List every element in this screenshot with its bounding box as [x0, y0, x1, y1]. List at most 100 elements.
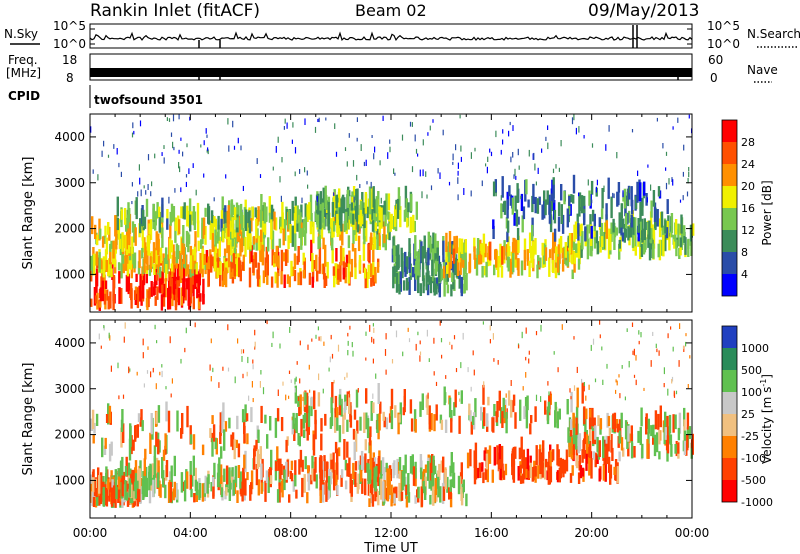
power-echo-cell [192, 296, 195, 310]
velocity-echo-cell [92, 477, 95, 493]
power-echo-cell [395, 273, 399, 293]
velocity-echo-cell [381, 457, 385, 475]
power-echo-cell [244, 209, 248, 231]
power-echo-cell [404, 208, 408, 218]
power-echo-cell [90, 298, 93, 307]
power-echo-cell [312, 260, 316, 269]
power-echo-cell [489, 241, 492, 261]
velocity-colorbar-frame [721, 325, 738, 503]
power-echo-cell [492, 219, 495, 229]
power-echo-cell [440, 268, 444, 281]
velocity-echo-cell [271, 342, 273, 347]
power-echo-cell [428, 275, 431, 285]
power-echo-cell [143, 185, 145, 189]
velocity-echo-cell [276, 446, 279, 463]
power-echo-cell [275, 146, 277, 153]
velocity-echo-cell [350, 479, 353, 497]
power-echo-cell [100, 259, 103, 270]
velocity-echo-cell [433, 414, 436, 432]
velocity-echo-cell [388, 413, 392, 423]
power-echo-cell [613, 232, 616, 250]
velocity-echo-cell [250, 407, 253, 423]
velocity-echo-cell [585, 434, 589, 454]
velocity-echo-cell [137, 413, 141, 423]
velocity-echo-cell [451, 344, 453, 350]
power-colorbar-segment [722, 208, 737, 230]
power-echo-cell [121, 252, 125, 264]
power-echo-cell [140, 290, 143, 306]
velocity-echo-cell [344, 376, 346, 380]
velocity-echo-cell [211, 415, 214, 424]
velocity-echo-cell [227, 324, 229, 331]
velocity-echo-cell [295, 376, 297, 382]
velocity-echo-cell [512, 446, 516, 466]
velocity-echo-cell [645, 417, 648, 435]
power-echo-cell [304, 167, 306, 173]
velocity-echo-cell [426, 394, 429, 415]
power-echo-cell [210, 254, 213, 273]
power-echo-cell [293, 213, 297, 234]
velocity-echo-cell [371, 336, 373, 343]
power-echo-cell [593, 225, 596, 239]
velocity-echo-cell [529, 462, 533, 478]
velocity-echo-cell [98, 333, 100, 340]
power-echo-cell [359, 209, 362, 227]
velocity-echo-cell [213, 462, 216, 480]
power-echo-cell [688, 171, 690, 178]
velocity-echo-cell [256, 449, 260, 469]
power-echo-cell [543, 190, 546, 212]
power-echo-cell [184, 288, 187, 301]
power-echo-cell [363, 267, 367, 279]
velocity-echo-cell [330, 334, 332, 340]
velocity-echo-cell [225, 465, 229, 485]
power-echo-cell [90, 255, 93, 271]
velocity-echo-cell [365, 331, 367, 336]
velocity-echo-cell [219, 464, 223, 484]
power-echo-cell [406, 281, 410, 290]
power-echo-cell [398, 284, 401, 295]
power-echo-cell [563, 246, 566, 265]
power-echo-cell [411, 166, 414, 173]
velocity-echo-cell [209, 428, 212, 438]
power-echo-cell [417, 275, 420, 294]
power-echo-cell [627, 227, 631, 238]
power-echo-cell [182, 151, 184, 157]
power-echo-cell [442, 240, 445, 263]
velocity-echo-cell [616, 380, 618, 386]
velocity-echo-cell [354, 461, 358, 471]
velocity-echo-cell [576, 387, 579, 408]
power-echo-cell [365, 159, 367, 166]
power-echo-cell [537, 167, 539, 174]
velocity-echo-cell [458, 391, 460, 396]
power-echo-cell [107, 267, 110, 277]
power-echo-cell [183, 202, 186, 220]
power-echo-cell [535, 181, 537, 186]
velocity-echo-cell [288, 395, 290, 399]
velocity-echo-cell [448, 397, 452, 418]
power-echo-cell [280, 271, 283, 285]
power-echo-cell [286, 122, 288, 129]
velocity-echo-cell [594, 425, 597, 440]
velocity-echo-cell [441, 354, 443, 359]
power-echo-cell [357, 214, 361, 225]
power-echo-cell [318, 117, 320, 123]
velocity-echo-cell [385, 333, 387, 340]
power-echo-cell [408, 277, 411, 295]
station-title: Rankin Inlet (fitACF) [90, 1, 260, 21]
velocity-echo-cell [383, 416, 386, 428]
power-echo-cell [389, 146, 391, 153]
power-echo-cell [178, 219, 181, 235]
power-echo-cell [316, 270, 319, 282]
velocity-echo-cell [241, 356, 243, 362]
velocity-echo-cell [526, 448, 530, 471]
power-echo-cell [464, 252, 467, 275]
power-echo-cell [379, 215, 382, 229]
power-echo-cell [165, 264, 168, 279]
power-echo-cell [603, 185, 605, 192]
power-echo-cell [174, 289, 178, 307]
velocity-echo-cell [294, 385, 297, 404]
power-echo-cell [306, 170, 308, 176]
velocity-echo-cell [346, 391, 349, 406]
power-echo-cell [653, 202, 657, 222]
power-echo-cell [333, 270, 336, 288]
